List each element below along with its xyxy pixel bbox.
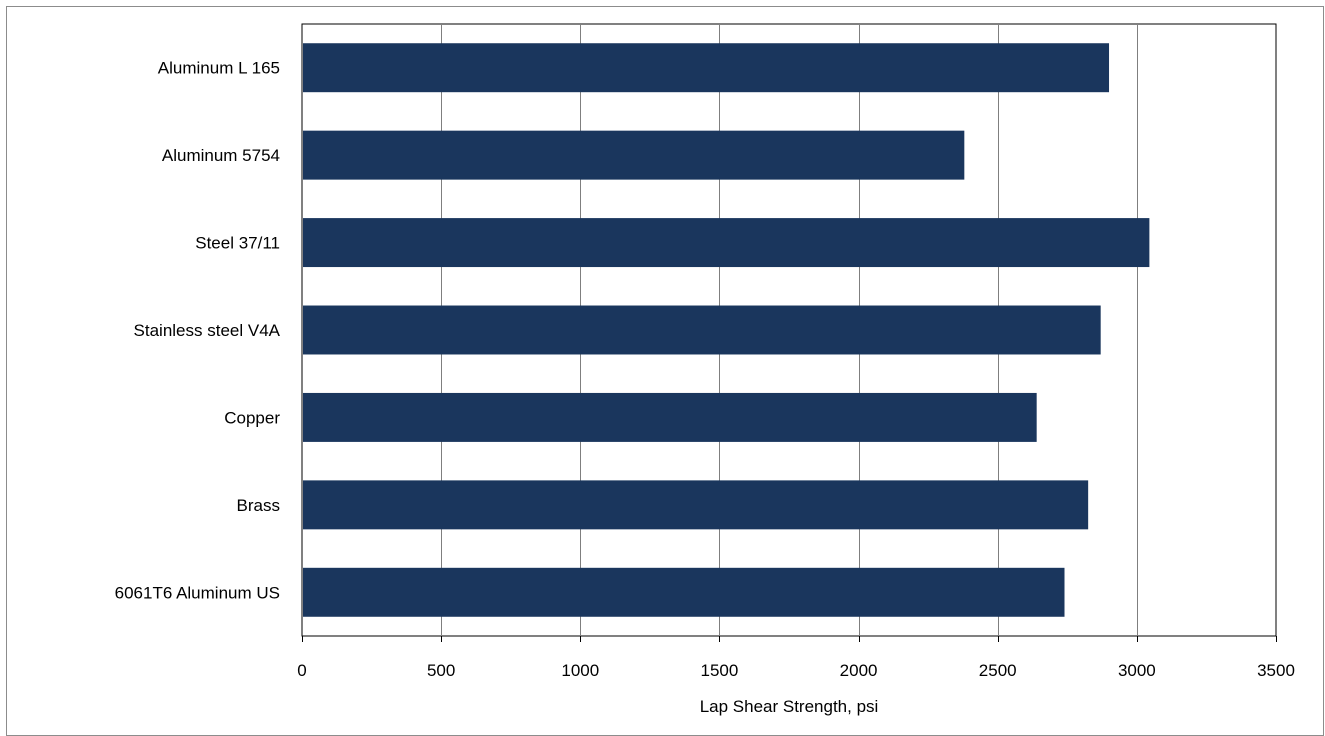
x-tick-label: 500 [427, 661, 455, 680]
bar [303, 218, 1150, 268]
category-label: Aluminum 5754 [162, 146, 280, 165]
category-label: Copper [224, 408, 280, 427]
bar [303, 567, 1065, 617]
category-label: 6061T6 Aluminum US [115, 583, 280, 602]
bar [303, 305, 1101, 355]
bar [303, 480, 1089, 530]
x-tick-label: 1000 [561, 661, 599, 680]
x-tick-label: 1500 [701, 661, 739, 680]
category-label: Brass [237, 496, 280, 515]
x-tick-label: 2500 [979, 661, 1017, 680]
x-tick-label: 3000 [1118, 661, 1156, 680]
category-label: Stainless steel V4A [134, 321, 281, 340]
bars [303, 43, 1150, 617]
x-tick-labels: 0 500 1000 1500 2000 2500 3000 3500 [297, 661, 1295, 680]
x-axis-title: Lap Shear Strength, psi [700, 697, 879, 716]
category-label: Steel 37/11 [195, 234, 280, 253]
category-labels: Aluminum L 165 Aluminum 5754 Steel 37/11 St… [115, 59, 281, 603]
x-tick-label: 3500 [1257, 661, 1295, 680]
bar [303, 392, 1037, 442]
category-label: Aluminum L 165 [158, 59, 280, 78]
bar [303, 43, 1110, 93]
x-tick-label: 0 [297, 661, 306, 680]
plot-area [301, 23, 1277, 637]
x-tick-label: 2000 [840, 661, 878, 680]
bar [303, 130, 965, 180]
